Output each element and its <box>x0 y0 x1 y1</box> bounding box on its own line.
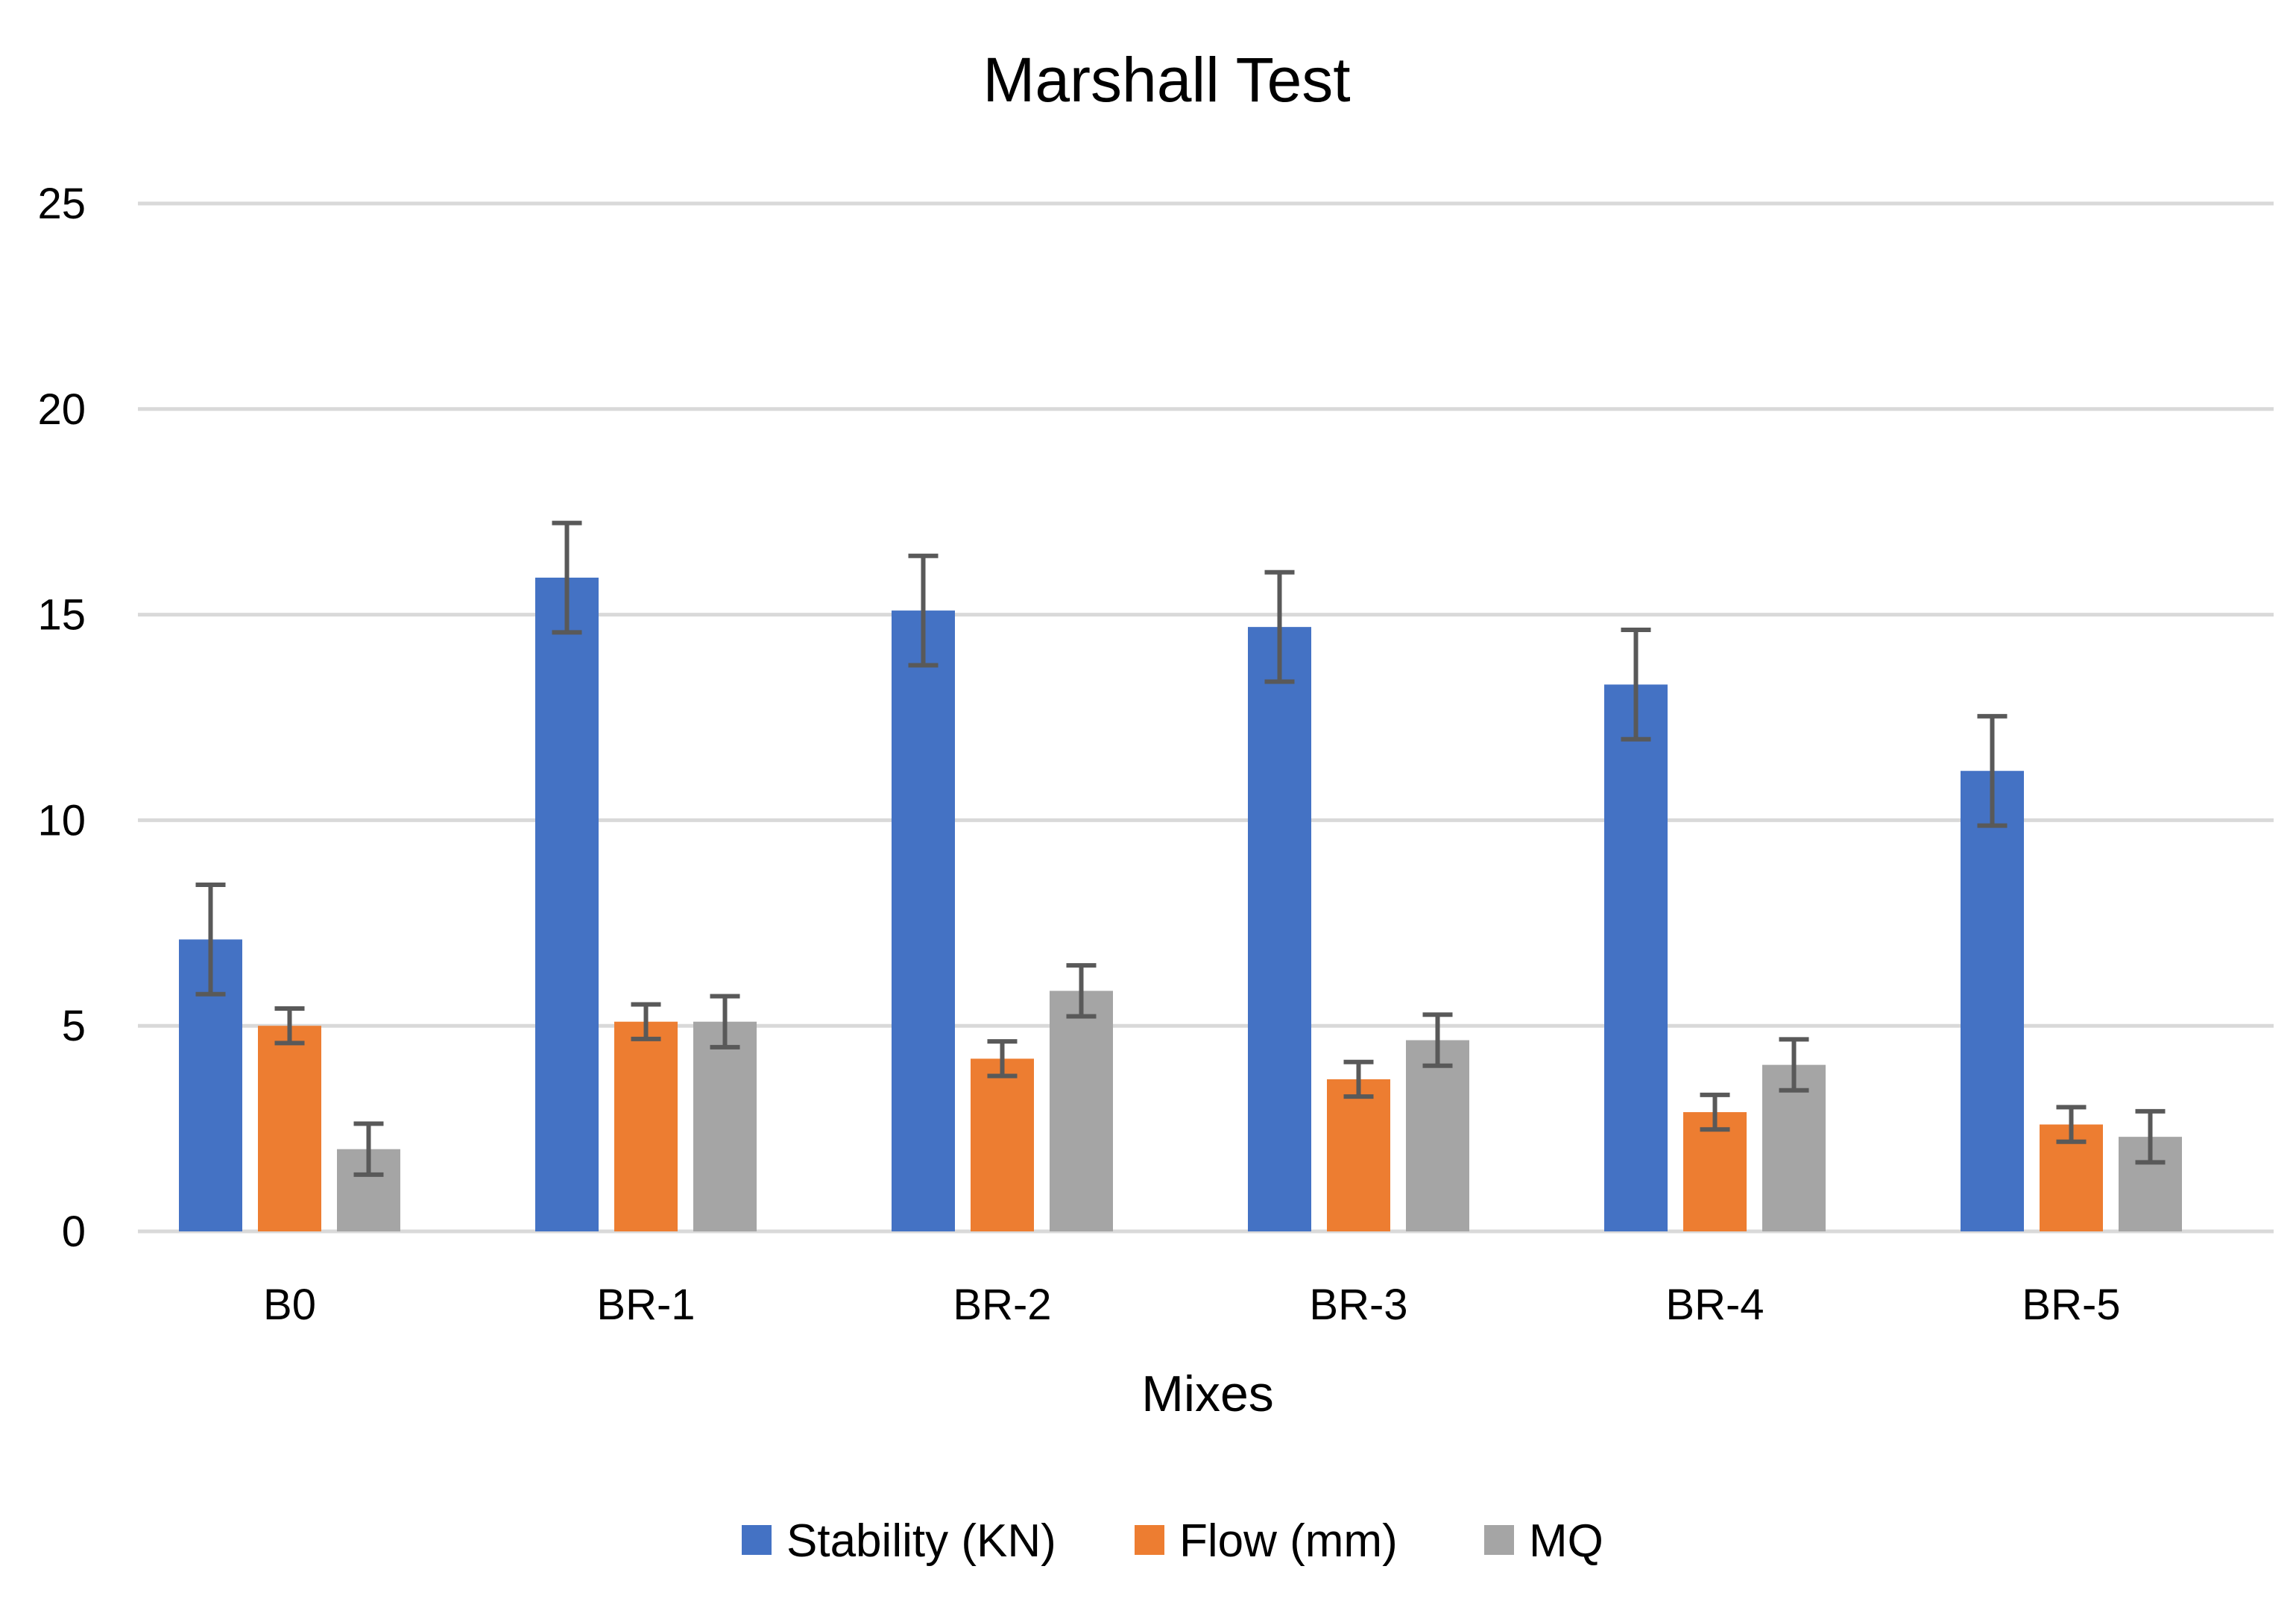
bar-mq-BR-4 <box>1762 1064 1826 1231</box>
bar-stability-kn--BR-4 <box>1604 684 1668 1231</box>
y-tick-label-0: 0 <box>62 1208 86 1256</box>
legend-swatch-stability-kn- <box>742 1525 772 1555</box>
bar-mq-BR-1 <box>693 1021 757 1231</box>
bar-stability-kn--BR-5 <box>1961 771 2024 1231</box>
error-bar-stability-kn--B0 <box>195 883 226 997</box>
error-bar-stability-kn--BR-4 <box>1621 628 1651 742</box>
bar-flow-mm--B0 <box>258 1026 321 1231</box>
legend-swatch-flow-mm- <box>1135 1525 1164 1555</box>
bar-flow-mm--BR-3 <box>1327 1079 1390 1231</box>
error-bar-flow-mm--BR-4 <box>1700 1092 1730 1132</box>
bars <box>179 577 2182 1231</box>
y-tick-label-15: 15 <box>37 591 86 640</box>
error-bar-mq-BR-4 <box>1779 1037 1809 1093</box>
x-axis-ticks: B0 BR-1 BR-2 BR-3 BR-4 BR-5 <box>263 1281 2121 1329</box>
bar-flow-mm--BR-4 <box>1683 1112 1747 1231</box>
error-bar-mq-B0 <box>353 1121 384 1177</box>
error-bar-stability-kn--BR-1 <box>552 520 582 635</box>
bar-stability-kn--BR-1 <box>535 577 599 1231</box>
bar-mq-BR-2 <box>1050 991 1113 1231</box>
legend-swatch-mq <box>1484 1525 1514 1555</box>
gridlines <box>138 201 2274 1234</box>
bar-stability-kn--BR-3 <box>1248 627 1311 1231</box>
x-axis-label: Mixes <box>1141 1366 1274 1422</box>
error-bar-mq-BR-1 <box>710 994 740 1050</box>
y-tick-label-10: 10 <box>37 796 86 845</box>
y-axis-ticks: 0 5 10 15 20 25 <box>37 180 86 1256</box>
error-bar-mq-BR-3 <box>1422 1012 1453 1068</box>
legend-item-stability-kn-: Stability (KN) <box>742 1515 1056 1567</box>
legend-item-flow-mm-: Flow (mm) <box>1135 1515 1398 1567</box>
y-tick-label-25: 25 <box>37 180 86 228</box>
error-bar-stability-kn--BR-3 <box>1264 569 1295 684</box>
error-bar-stability-kn--BR-5 <box>1977 713 2008 828</box>
x-tick-label-BR-4: BR-4 <box>1665 1281 1764 1329</box>
bar-flow-mm--BR-2 <box>971 1058 1034 1231</box>
x-tick-label-BR-5: BR-5 <box>2022 1281 2120 1329</box>
x-tick-label-B0: B0 <box>263 1281 316 1329</box>
error-bar-mq-BR-5 <box>2135 1108 2166 1165</box>
error-bar-flow-mm--BR-1 <box>631 1002 661 1041</box>
bar-flow-mm--BR-1 <box>614 1021 678 1231</box>
bar-mq-BR-3 <box>1406 1040 1469 1231</box>
legend-label-mq: MQ <box>1529 1515 1603 1567</box>
chart-title: Marshall Test <box>983 45 1350 115</box>
error-bar-flow-mm--B0 <box>274 1006 305 1046</box>
x-tick-label-BR-2: BR-2 <box>953 1281 1051 1329</box>
error-bar-flow-mm--BR-2 <box>987 1039 1018 1079</box>
error-bar-flow-mm--BR-5 <box>2056 1105 2087 1144</box>
legend-item-mq: MQ <box>1484 1515 1603 1567</box>
bar-stability-kn--BR-2 <box>892 610 955 1231</box>
error-bar-flow-mm--BR-3 <box>1343 1059 1374 1099</box>
x-tick-label-BR-3: BR-3 <box>1309 1281 1407 1329</box>
error-bar-mq-BR-2 <box>1066 963 1097 1019</box>
legend-label-stability-kn-: Stability (KN) <box>786 1515 1056 1567</box>
error-bar-stability-kn--BR-2 <box>908 553 939 668</box>
error-bars <box>195 520 2166 1177</box>
legend: Stability (KN) Flow (mm) MQ <box>742 1515 1603 1567</box>
y-tick-label-5: 5 <box>62 1002 86 1050</box>
x-tick-label-BR-1: BR-1 <box>596 1281 695 1329</box>
y-tick-label-20: 20 <box>37 385 86 434</box>
legend-label-flow-mm-: Flow (mm) <box>1179 1515 1398 1567</box>
